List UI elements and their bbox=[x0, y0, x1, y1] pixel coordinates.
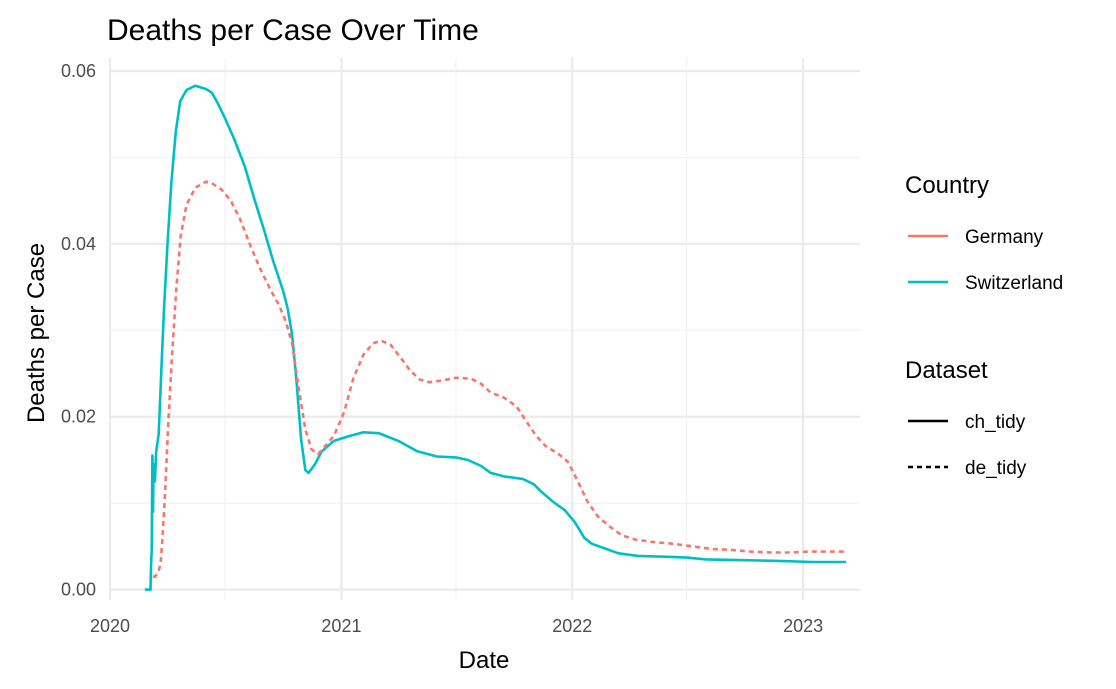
series-layer bbox=[144, 84, 847, 591]
x-tick-label: 2022 bbox=[552, 616, 592, 636]
y-tick-label: 0.06 bbox=[61, 61, 96, 81]
legend-label: Switzerland bbox=[965, 273, 1063, 294]
x-tick-label: 2023 bbox=[783, 616, 823, 636]
plot-grid bbox=[108, 58, 860, 600]
chart-title: Deaths per Case Over Time bbox=[107, 14, 479, 47]
legend-title: Country bbox=[905, 172, 989, 199]
y-tick-label: 0.00 bbox=[61, 580, 96, 600]
x-axis: 2020 2021 2022 2023 bbox=[90, 616, 823, 636]
legend-label: de_tidy bbox=[965, 458, 1027, 479]
y-tick-label: 0.02 bbox=[61, 407, 96, 427]
legend-title: Dataset bbox=[905, 357, 988, 384]
series-line-germany bbox=[153, 180, 847, 578]
legend: Country Germany Switzerland Dataset ch_tidyd… bbox=[905, 172, 1063, 479]
y-axis-title: Deaths per Case bbox=[23, 243, 50, 423]
x-axis-title: Date bbox=[459, 647, 510, 674]
legend-label: ch_tidy bbox=[965, 412, 1026, 433]
y-tick-label: 0.04 bbox=[61, 234, 96, 254]
series-line-switzerland bbox=[144, 84, 847, 591]
x-tick-label: 2020 bbox=[90, 616, 130, 636]
y-axis: 0.00 0.02 0.04 0.06 bbox=[61, 61, 96, 600]
legend-label: Germany bbox=[965, 227, 1044, 248]
x-tick-label: 2021 bbox=[321, 616, 361, 636]
